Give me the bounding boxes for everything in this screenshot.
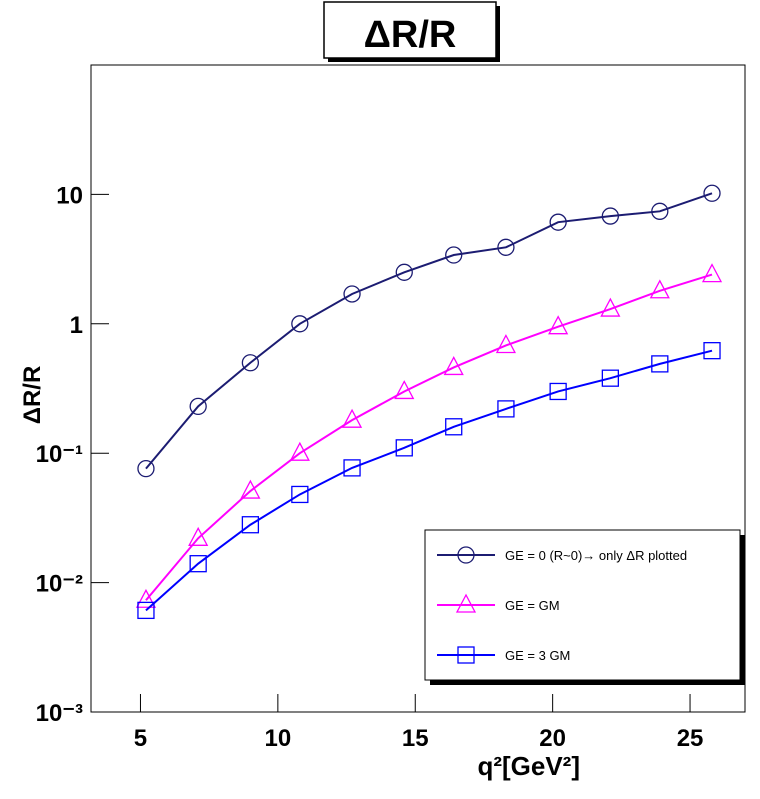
y-tick-label: 1 [70,312,83,339]
point [343,459,361,477]
chart-title: ΔR/R [364,14,457,56]
point [600,297,621,317]
point [548,315,569,335]
point [188,526,209,546]
y-tick-label: 10⁻¹ [36,441,83,468]
point [701,263,723,283]
point [651,202,669,220]
point [443,356,464,376]
point [241,354,260,372]
point [343,285,361,303]
x-tick-label: 5 [134,725,147,752]
point [495,334,517,354]
point [240,479,261,499]
point [651,355,669,373]
point [394,380,415,400]
title-box [323,1,497,59]
point [291,315,309,333]
point [703,342,721,360]
point [649,279,670,299]
point [241,516,260,534]
point [189,555,207,573]
legend-label: GE = 0 (R~0)→ only ΔR plotted [505,548,687,563]
legend-label: GE = 3 GM [505,648,570,663]
point [601,369,620,387]
x-tick-label: 10 [265,725,292,752]
point [455,593,477,613]
point [457,646,475,664]
point [497,238,515,256]
point [137,601,155,620]
point [445,418,463,436]
point [703,184,721,202]
x-tick-label: 25 [677,725,704,752]
point [395,263,413,281]
series-line [145,273,713,601]
point [457,546,475,564]
point [189,397,207,416]
point [549,382,567,401]
point [445,246,463,264]
x-tick-label: 20 [539,725,566,752]
y-axis-label: ΔR/R [19,366,46,425]
series-line [145,192,713,470]
point [341,408,363,428]
point [497,400,515,418]
legend-label: GE = GM [505,598,560,613]
point [549,213,567,231]
y-tick-label: 10 [56,182,83,209]
y-tick-label: 10⁻³ [36,700,83,727]
point [289,441,310,461]
point [291,485,309,504]
point [137,459,155,478]
y-tick-label: 10⁻² [36,571,83,598]
point [395,439,413,457]
x-axis-label: q²[GeV²] [477,751,580,781]
point [601,207,620,225]
x-tick-label: 15 [402,725,429,752]
plot-frame [90,64,746,713]
point [135,588,157,608]
